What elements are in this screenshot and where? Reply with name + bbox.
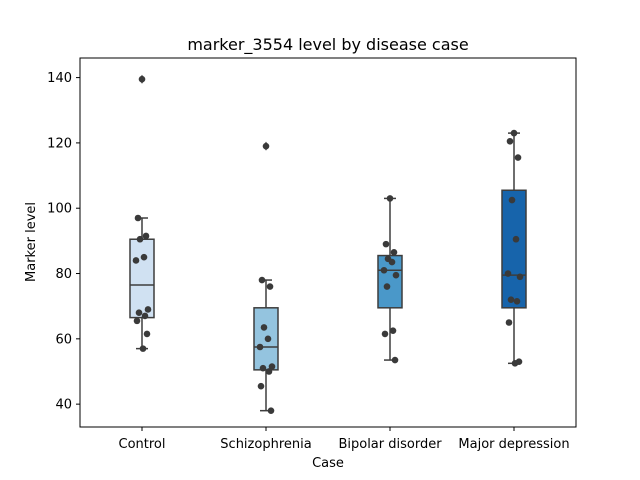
data-point [266,283,274,290]
y-tick-label: 40 [55,398,72,413]
data-point [389,327,397,334]
data-point [258,276,266,284]
data-point [135,309,143,317]
data-point [505,319,513,326]
box-iqr [501,189,527,309]
points-3 [504,129,524,367]
data-point [392,271,400,279]
x-tick-label: Schizophrenia [220,437,311,452]
box-3 [501,132,527,365]
data-point [264,335,272,343]
plot-frame [79,57,577,428]
x-tick-label: Bipolar disorder [338,437,442,452]
data-point [257,382,265,390]
x-axis-label: Case [312,456,344,471]
data-point [514,154,522,161]
data-point [141,312,149,320]
data-point [265,368,273,375]
data-point [142,232,150,240]
data-point [260,324,268,331]
data-point [511,360,519,367]
chart-title: marker_3554 level by disease case [187,35,468,55]
data-point [134,214,142,222]
data-point [132,257,140,264]
data-point [381,330,389,338]
points-0 [132,75,152,352]
data-point [382,240,390,248]
data-point [390,248,398,256]
data-point [136,235,144,243]
data-point [256,343,264,351]
data-point [510,129,518,137]
data-point [380,266,388,274]
data-point [138,75,146,83]
x-axis: Control Schizophrenia Bipolar disorder Majo… [119,427,570,452]
y-tick-label: 100 [47,202,72,217]
data-point [512,235,520,243]
points-2 [380,195,400,364]
box-iqr [129,238,155,319]
data-point [140,253,148,261]
y-tick-label: 120 [47,136,72,151]
y-tick-label: 80 [55,267,72,282]
data-point [259,364,267,372]
y-tick-label: 140 [47,71,72,86]
data-point [506,137,514,145]
x-tick-label: Major depression [458,437,569,452]
data-point [507,296,515,303]
data-point [388,258,396,266]
data-point [504,270,512,277]
data-point [143,330,151,338]
y-axis: 40 60 80 100 120 140 [47,71,80,413]
data-point [391,356,399,364]
points-1 [256,142,276,414]
data-point [508,196,516,204]
x-tick-label: Control [119,437,166,452]
data-point [516,273,524,281]
data-point [383,283,391,290]
data-point [267,407,275,414]
data-point [133,317,141,325]
data-point [144,306,152,313]
box-2 [377,197,403,361]
data-point [386,195,394,202]
data-point [139,345,147,352]
y-tick-label: 60 [55,332,72,347]
data-point [268,363,276,370]
y-axis-label: Marker level [24,202,39,282]
data-point [262,142,270,150]
data-point [513,297,521,305]
